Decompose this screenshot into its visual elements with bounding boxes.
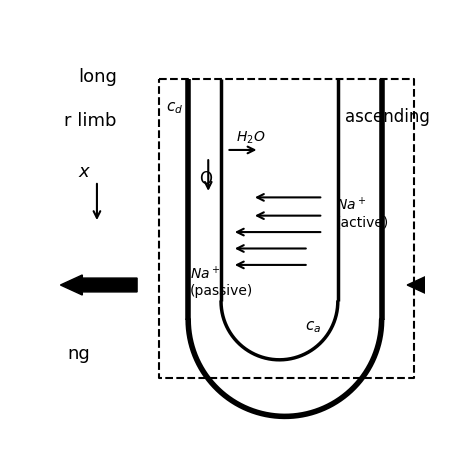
FancyArrow shape (407, 275, 429, 295)
Text: r limb: r limb (64, 112, 117, 129)
Text: x: x (79, 163, 89, 181)
Text: $Na^+$
(passive): $Na^+$ (passive) (190, 265, 253, 299)
Text: $Na^+$
(active): $Na^+$ (active) (336, 196, 389, 229)
Text: ng: ng (68, 345, 91, 363)
Text: long: long (79, 68, 118, 86)
Text: Q: Q (199, 170, 212, 188)
FancyArrow shape (61, 275, 137, 295)
Text: $c_d$: $c_d$ (166, 100, 183, 117)
Text: $c_a$: $c_a$ (305, 319, 321, 336)
Text: ascending: ascending (345, 108, 430, 126)
Text: $H_2O$: $H_2O$ (236, 130, 265, 146)
